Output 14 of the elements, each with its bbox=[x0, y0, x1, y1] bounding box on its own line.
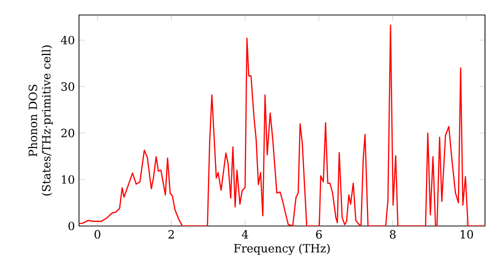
x-axis-title: Frequency (THz) bbox=[234, 244, 330, 255]
x-tick-label: 2 bbox=[168, 230, 174, 238]
x-tick-label: 0 bbox=[94, 230, 100, 239]
y-tick-label: 40 bbox=[60, 36, 74, 44]
y-tick-label: 30 bbox=[61, 82, 74, 91]
x-tick-label: 4 bbox=[242, 230, 248, 238]
x-tick-label: 8 bbox=[390, 230, 396, 239]
y-tick-label: 10 bbox=[62, 175, 74, 184]
y-axis-title: Phonon DOS (States/THz·primitive cell) bbox=[28, 45, 53, 196]
x-tick-label: 6 bbox=[316, 230, 322, 239]
y-tick-label: 0 bbox=[68, 222, 74, 230]
y-tick-label: 20 bbox=[61, 128, 74, 138]
x-tick-label: 10 bbox=[460, 230, 473, 239]
line-series bbox=[79, 24, 485, 226]
